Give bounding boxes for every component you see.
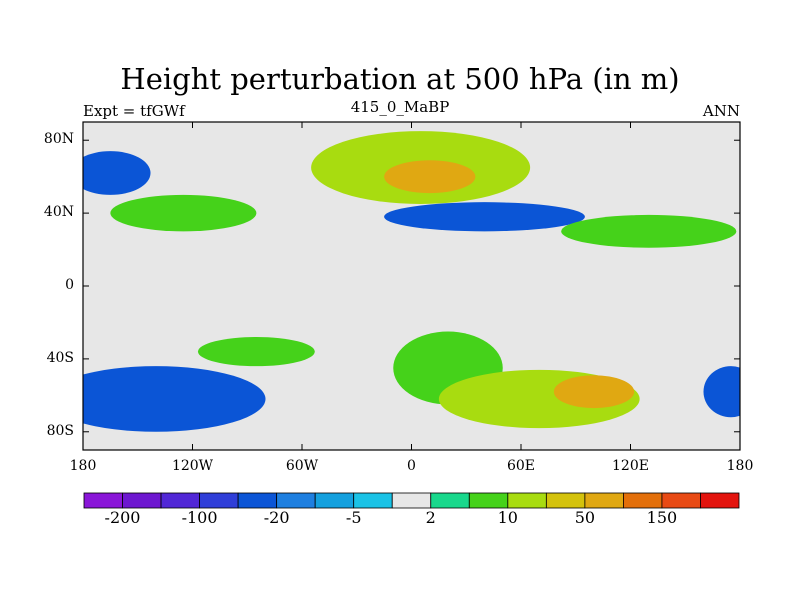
region-eurasia-high-core xyxy=(384,160,476,194)
colorbar-label: 150 xyxy=(646,508,678,527)
colorbar-swatch xyxy=(199,492,239,509)
region-south-pacific-low-east xyxy=(703,366,740,418)
x-tick-label: 60W xyxy=(285,458,319,474)
colorbar-swatch xyxy=(160,492,200,509)
y-tick-label: 80S xyxy=(46,422,74,439)
colorbar-swatch xyxy=(700,492,740,509)
colorbar-swatch xyxy=(661,492,701,509)
colorbar-label: -100 xyxy=(181,508,218,527)
chart-title: Height perturbation at 500 hPa (in m) xyxy=(120,62,680,96)
period-label: ANN xyxy=(702,102,740,120)
colorbar xyxy=(83,492,740,509)
colorbar-swatch xyxy=(430,492,470,509)
colorbar-label: -20 xyxy=(263,508,290,527)
x-tick-label: 0 xyxy=(407,458,416,474)
colorbar-swatch xyxy=(468,492,509,509)
region-asia-low-band xyxy=(384,202,585,232)
y-tick-label: 80N xyxy=(43,131,74,148)
x-tick-label: 120E xyxy=(612,458,649,474)
colorbar-label: -5 xyxy=(345,508,362,527)
y-tick-label: 40N xyxy=(43,204,74,221)
colorbar-swatch xyxy=(314,492,355,509)
y-tick-label: 0 xyxy=(65,277,74,293)
region-north-pacific-low xyxy=(83,151,151,195)
colorbar-swatch xyxy=(584,492,624,509)
experiment-label: Expt = tfGWf xyxy=(83,102,185,120)
colorbar-swatch xyxy=(276,492,316,509)
case-label: 415_0_MaBP xyxy=(350,98,450,116)
colorbar-swatch xyxy=(237,492,278,509)
colorbar-swatch xyxy=(353,492,393,509)
region-southern-ocean-low-west xyxy=(83,366,266,432)
colorbar-swatch xyxy=(83,492,123,509)
colorbar-label: 10 xyxy=(497,508,518,527)
x-tick-label: 180 xyxy=(69,458,97,474)
x-tick-label: 180 xyxy=(726,458,754,474)
region-north-america-high xyxy=(110,194,257,232)
y-tick-label: 40S xyxy=(46,349,74,366)
colorbar-label: 2 xyxy=(425,508,436,527)
colorbar-swatch xyxy=(507,492,547,509)
colorbar-swatch xyxy=(545,492,586,509)
colorbar-label: -200 xyxy=(104,508,141,527)
colorbar-label: 50 xyxy=(574,508,596,527)
x-tick-label: 120W xyxy=(171,458,214,474)
colorbar-swatch xyxy=(623,492,663,509)
map-plot-area xyxy=(83,122,740,450)
region-north-pacific-high xyxy=(561,214,737,248)
map-axes xyxy=(82,121,741,451)
colorbar-swatch xyxy=(391,492,432,509)
region-south-pacific-high xyxy=(197,337,315,367)
region-indian-ocean-high-core xyxy=(553,375,635,409)
x-tick-label: 60E xyxy=(506,458,536,474)
colorbar-swatch xyxy=(122,492,162,509)
